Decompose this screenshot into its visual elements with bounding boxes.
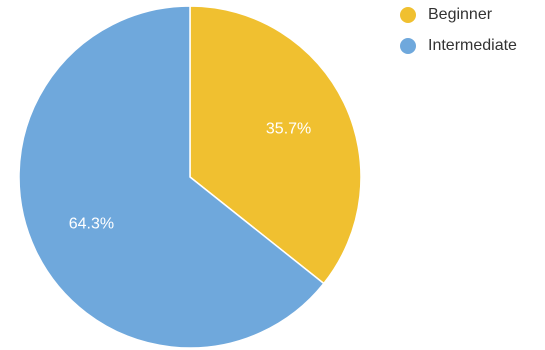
pie-slice-intermediate[interactable]	[18, 5, 325, 349]
slice-value-label-intermediate: 64.3%	[69, 216, 114, 233]
legend: Beginner Intermediate	[400, 4, 517, 66]
slice-value-label-beginner: 35.7%	[266, 121, 311, 138]
pie-slice-beginner[interactable]	[189, 5, 362, 285]
legend-swatch-beginner	[400, 7, 416, 23]
legend-swatch-intermediate	[400, 38, 416, 54]
legend-item-beginner[interactable]: Beginner	[400, 4, 517, 26]
legend-label-intermediate: Intermediate	[428, 37, 517, 54]
legend-label-beginner: Beginner	[428, 6, 493, 23]
legend-item-intermediate[interactable]: Intermediate	[400, 35, 517, 57]
